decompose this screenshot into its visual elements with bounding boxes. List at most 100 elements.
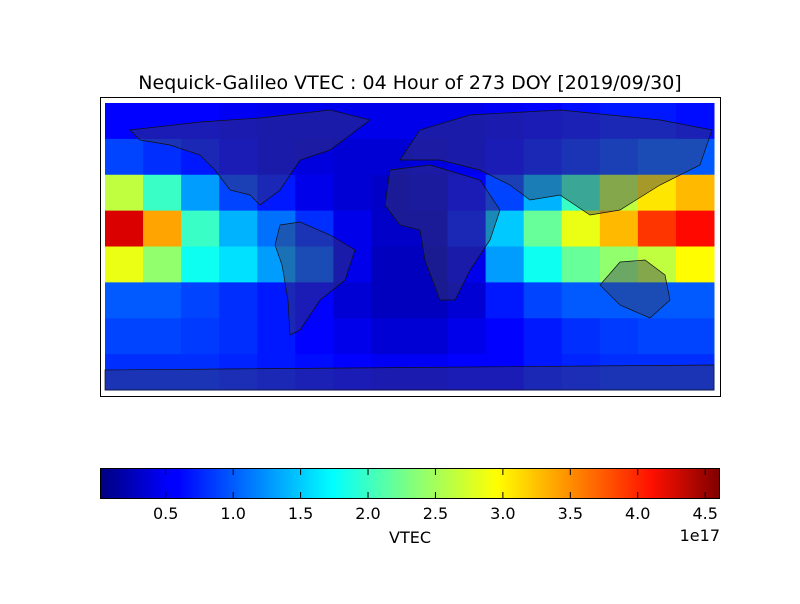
heat-cell — [485, 103, 525, 140]
heat-cell — [295, 246, 334, 283]
heat-cell — [447, 318, 487, 355]
heat-cell — [523, 210, 563, 247]
heat-cell — [295, 282, 334, 319]
heat-cell — [181, 174, 220, 212]
heat-cell — [143, 282, 182, 319]
south-america — [274, 221, 356, 336]
heat-cell — [333, 282, 372, 319]
heat-cell — [143, 138, 182, 176]
colorbar-tick-label: 1.5 — [288, 504, 313, 523]
heat-cell — [295, 354, 334, 391]
heat-cell — [257, 354, 296, 391]
heat-cell — [637, 138, 677, 176]
heat-cell — [485, 354, 525, 391]
heat-cell — [599, 138, 639, 176]
heat-cell — [219, 318, 258, 355]
heat-cell — [409, 174, 449, 212]
heat-cell — [181, 210, 220, 247]
chart-title: Nequick-Galileo VTEC : 04 Hour of 273 DO… — [138, 72, 681, 94]
heat-cell — [409, 246, 449, 283]
australia — [599, 259, 671, 319]
colorbar — [100, 468, 720, 499]
heat-cell — [143, 103, 182, 140]
heat-cell — [219, 210, 258, 247]
heat-cell — [675, 210, 715, 247]
heat-cell — [485, 282, 525, 319]
heat-cell — [105, 246, 144, 283]
heat-cell — [675, 138, 715, 176]
heat-cell — [257, 138, 296, 176]
heat-cell — [105, 103, 144, 140]
heat-cell — [371, 318, 410, 355]
heat-cell — [523, 174, 563, 212]
colorbar-tick-label: 3.0 — [490, 504, 515, 523]
heat-cell — [143, 174, 182, 212]
heat-cell — [219, 103, 258, 140]
heat-cell — [447, 282, 487, 319]
heat-cell — [219, 138, 258, 176]
colorbar-label: VTEC — [389, 528, 431, 547]
heat-cell — [105, 354, 144, 391]
heat-cell — [447, 174, 487, 212]
heat-cell — [561, 210, 601, 247]
heat-cell — [181, 354, 220, 391]
heat-cell — [675, 246, 715, 283]
heat-cell — [219, 174, 258, 212]
heat-cell — [333, 354, 372, 391]
heat-cell — [295, 318, 334, 355]
heat-cell — [371, 138, 410, 176]
eurasia — [399, 109, 713, 216]
colorbar-tick-label: 0.5 — [153, 504, 178, 523]
heat-cell — [371, 246, 410, 283]
heat-cell — [675, 282, 715, 319]
heat-cell — [599, 210, 639, 247]
heat-cell — [409, 103, 449, 140]
heat-cell — [409, 354, 449, 391]
heat-cell — [105, 210, 144, 247]
heat-cell — [371, 282, 410, 319]
colorbar-tick-label: 2.0 — [355, 504, 380, 523]
heat-cell — [409, 282, 449, 319]
heat-cell — [637, 246, 677, 283]
heat-cell — [523, 246, 563, 283]
heat-cell — [295, 210, 334, 247]
colorbar-tick-label: 4.0 — [625, 504, 650, 523]
heat-cell — [257, 246, 296, 283]
heat-cell — [485, 246, 525, 283]
heat-cell — [637, 174, 677, 212]
colorbar-offset: 1e17 — [680, 526, 720, 545]
heat-cell — [599, 246, 639, 283]
heat-cell — [637, 210, 677, 247]
heat-cell — [637, 354, 677, 391]
heat-cell — [523, 282, 563, 319]
heat-cell — [523, 138, 563, 176]
heat-cell — [371, 174, 410, 212]
heat-cell — [675, 103, 715, 140]
heat-cell — [409, 318, 449, 355]
heat-cell — [333, 246, 372, 283]
heat-cell — [105, 282, 144, 319]
heat-cell — [599, 318, 639, 355]
heat-cell — [485, 138, 525, 176]
heat-cell — [447, 210, 487, 247]
heat-cell — [675, 354, 715, 391]
colorbar-tick-label: 1.0 — [220, 504, 245, 523]
heat-cell — [599, 282, 639, 319]
heat-cell — [485, 174, 525, 212]
heat-cell — [561, 282, 601, 319]
coastlines — [104, 109, 715, 391]
antarctica — [104, 364, 715, 391]
heat-cell — [295, 103, 334, 140]
heat-cell — [105, 318, 144, 355]
heat-cell — [181, 318, 220, 355]
heat-cell — [257, 210, 296, 247]
heat-cell — [637, 318, 677, 355]
heat-cell — [599, 354, 639, 391]
heat-cell — [485, 210, 525, 247]
heat-cell — [409, 138, 449, 176]
heat-cell — [371, 354, 410, 391]
colorbar-tick-label: 4.5 — [692, 504, 717, 523]
heat-cell — [371, 210, 410, 247]
heat-cell — [561, 246, 601, 283]
